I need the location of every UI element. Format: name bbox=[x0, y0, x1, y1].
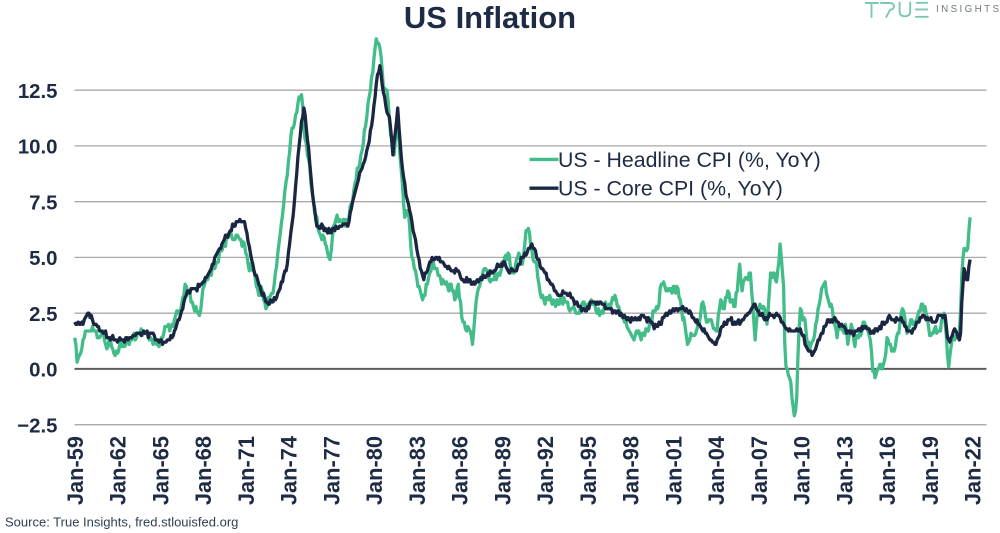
svg-text:Jan-92: Jan-92 bbox=[533, 436, 558, 505]
svg-text:Jan-86: Jan-86 bbox=[448, 436, 473, 505]
svg-text:Jan-13: Jan-13 bbox=[832, 436, 857, 505]
svg-text:0.0: 0.0 bbox=[29, 360, 57, 382]
svg-text:Jan-19: Jan-19 bbox=[918, 436, 943, 505]
svg-text:Jan-71: Jan-71 bbox=[234, 436, 259, 505]
svg-text:US - Headline CPI (%, YoY): US - Headline CPI (%, YoY) bbox=[558, 148, 821, 172]
svg-text:Jan-04: Jan-04 bbox=[704, 436, 729, 505]
svg-text:2.5: 2.5 bbox=[29, 304, 57, 326]
svg-text:INSIGHTS: INSIGHTS bbox=[936, 4, 1000, 15]
svg-text:Jan-89: Jan-89 bbox=[490, 436, 515, 505]
svg-text:7.5: 7.5 bbox=[29, 193, 57, 215]
svg-text:Jan-83: Jan-83 bbox=[405, 436, 430, 505]
svg-text:5.0: 5.0 bbox=[29, 248, 57, 270]
svg-text:12.5: 12.5 bbox=[18, 81, 58, 103]
svg-text:10.0: 10.0 bbox=[18, 137, 58, 159]
svg-text:Jan-65: Jan-65 bbox=[148, 436, 173, 505]
svg-text:Source: True Insights, fred.st: Source: True Insights, fred.stlouisfed.o… bbox=[5, 515, 238, 530]
svg-text:Jan-68: Jan-68 bbox=[191, 436, 216, 505]
svg-text:Jan-59: Jan-59 bbox=[63, 436, 88, 505]
svg-text:Jan-95: Jan-95 bbox=[576, 436, 601, 505]
svg-text:US Inflation: US Inflation bbox=[404, 0, 576, 35]
svg-text:Jan-80: Jan-80 bbox=[362, 436, 387, 505]
svg-text:Jan-10: Jan-10 bbox=[790, 436, 815, 505]
svg-text:Jan-98: Jan-98 bbox=[619, 436, 644, 505]
svg-text:Jan-22: Jan-22 bbox=[961, 436, 986, 505]
svg-text:−2.5: −2.5 bbox=[17, 416, 57, 438]
svg-text:US - Core CPI (%, YoY): US - Core CPI (%, YoY) bbox=[558, 177, 783, 201]
svg-text:Jan-16: Jan-16 bbox=[875, 436, 900, 505]
svg-text:Jan-62: Jan-62 bbox=[106, 436, 131, 505]
svg-text:Jan-01: Jan-01 bbox=[661, 436, 686, 505]
svg-text:Jan-77: Jan-77 bbox=[319, 436, 344, 505]
svg-text:Jan-74: Jan-74 bbox=[277, 436, 302, 505]
svg-text:Jan-07: Jan-07 bbox=[747, 436, 772, 505]
